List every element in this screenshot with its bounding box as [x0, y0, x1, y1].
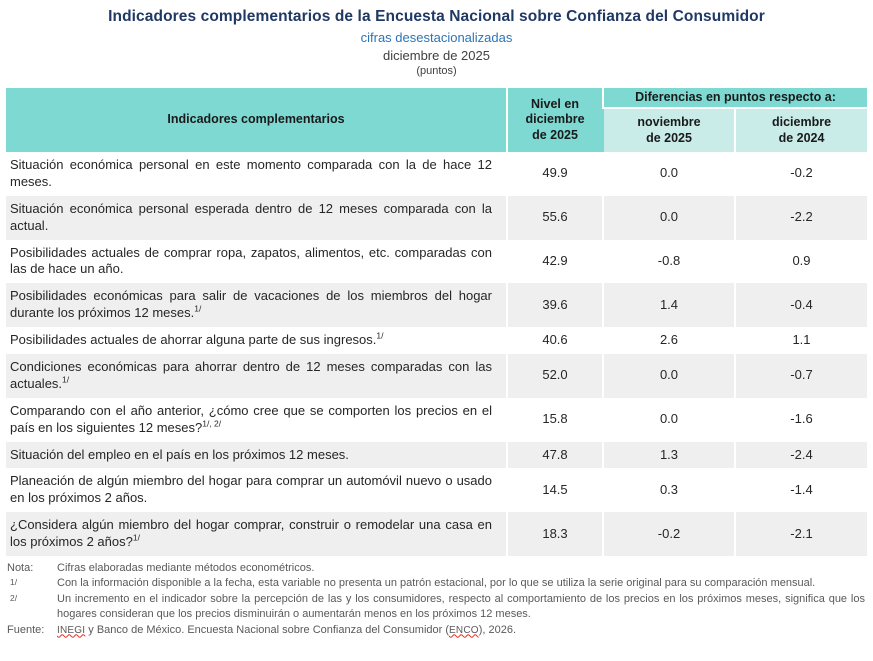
footnote-marker: 1/: [132, 532, 140, 543]
diff-december-cell: 0.9: [734, 239, 867, 284]
level-cell: 52.0: [506, 354, 603, 398]
indicator-cell: Posibilidades actuales de comprar ropa, …: [10, 244, 492, 277]
note-row: Fuente: INEGI y Banco de México. Encuesta…: [6, 623, 867, 638]
table-row: Posibilidades económicas para salir de v…: [6, 283, 867, 328]
diff-december-cell: -2.4: [734, 441, 867, 469]
diff-december-cell: -2.1: [734, 512, 867, 557]
page-subtitle: cifras desestacionalizadas: [360, 30, 513, 45]
indicator-cell: ¿Considera algún miembro del hogar compr…: [10, 517, 492, 550]
indicator-cell: Posibilidades actuales de ahorrar alguna…: [10, 330, 384, 348]
note-row: 2/Un incremento en el indicador sobre la…: [6, 592, 867, 623]
note-row: Nota: Cifras elaboradas mediante métodos …: [6, 561, 867, 576]
diff-november-cell: 2.6: [602, 327, 735, 355]
footnote-marker: 1/: [194, 303, 202, 314]
column-header-december: diciembre de 2024: [734, 107, 867, 152]
diff-november-cell: 1.3: [602, 441, 735, 469]
level-cell: 42.9: [506, 239, 603, 284]
table-row: Situación económica personal esperada de…: [6, 195, 867, 240]
note-text: Cifras elaboradas mediante métodos econo…: [57, 561, 867, 576]
diff-november-cell: 1.4: [602, 283, 735, 328]
table-header: Indicadores complementarios Nivel en dic…: [6, 88, 867, 152]
misspelled-acronym: ENCO: [449, 624, 479, 636]
indicator-cell: Planeación de algún miembro del hogar pa…: [10, 473, 492, 506]
note-text-segment: Con la información disponible a la fecha…: [57, 577, 816, 590]
diff-december-cell: -1.6: [734, 397, 867, 442]
level-cell: 55.6: [506, 195, 603, 240]
diff-december-cell: 1.1: [734, 327, 867, 355]
table-row: ¿Considera algún miembro del hogar compr…: [6, 512, 867, 557]
footnote-marker: 1/: [62, 374, 70, 385]
note-label: Fuente:: [7, 623, 45, 636]
diff-november-cell: -0.2: [602, 512, 735, 557]
diff-november-cell: 0.0: [602, 195, 735, 240]
level-cell: 14.5: [506, 468, 603, 513]
diff-november-cell: -0.8: [602, 239, 735, 284]
table-row: Posibilidades actuales de comprar ropa, …: [6, 239, 867, 284]
indicator-cell: Comparando con el año anterior, ¿cómo cr…: [10, 402, 492, 435]
note-text: INEGI y Banco de México. Encuesta Nacion…: [57, 623, 867, 638]
table-body: Situación económica personal en este mom…: [6, 152, 867, 557]
units-label: (puntos): [416, 65, 457, 77]
period-label: diciembre de 2025: [383, 48, 490, 63]
diff-november-cell: 0.3: [602, 468, 735, 513]
indicator-cell: Situación del empleo en el país en los p…: [10, 446, 349, 462]
note-label: 2/: [10, 592, 18, 603]
table-row: Situación económica personal en este mom…: [6, 152, 867, 196]
note-text-segment: Cifras elaboradas mediante métodos econo…: [57, 562, 315, 575]
diff-december-cell: -2.2: [734, 195, 867, 240]
diff-december-cell: -0.2: [734, 152, 867, 196]
level-cell: 40.6: [506, 327, 603, 355]
note-text-segment: Un incremento en el indicador sobre la p…: [57, 592, 865, 621]
note-label: 1/: [10, 577, 18, 588]
column-header-level: Nivel en diciembre de 2025: [506, 88, 603, 152]
diff-december-cell: -1.4: [734, 468, 867, 513]
table-row: Comparando con el año anterior, ¿cómo cr…: [6, 397, 867, 442]
indicator-cell: Situación económica personal esperada de…: [10, 200, 492, 233]
column-header-november: noviembre de 2025: [602, 107, 735, 152]
diff-november-cell: 0.0: [602, 397, 735, 442]
note-text-segment: ), 2026.: [478, 623, 517, 636]
note-text: Con la información disponible a la fecha…: [57, 576, 867, 591]
indicator-cell: Posibilidades económicas para salir de v…: [10, 288, 492, 321]
table-row: Condiciones económicas para ahorrar dent…: [6, 354, 867, 398]
level-cell: 18.3: [506, 512, 603, 557]
table-row: Planeación de algún miembro del hogar pa…: [6, 468, 867, 513]
table-row: Situación del empleo en el país en los p…: [6, 441, 867, 469]
footnote-marker: 1/, 2/: [202, 418, 222, 429]
page-title: Indicadores complementarios de la Encues…: [108, 8, 765, 25]
diff-november-cell: 0.0: [602, 152, 735, 196]
level-cell: 47.8: [506, 441, 603, 469]
diff-december-cell: -0.4: [734, 283, 867, 328]
table-row: Posibilidades actuales de ahorrar alguna…: [6, 327, 867, 355]
diff-november-cell: 0.0: [602, 354, 735, 398]
column-header-indicators: Indicadores complementarios: [6, 88, 507, 152]
indicator-cell: Situación económica personal en este mom…: [10, 157, 492, 189]
level-cell: 39.6: [506, 283, 603, 328]
note-text-segment: y Banco de México. Encuesta Nacional sob…: [85, 623, 450, 636]
note-row: 1/Con la información disponible a la fec…: [6, 576, 867, 591]
column-header-differences-group: Diferencias en puntos respecto a:: [602, 88, 867, 108]
indicators-table: Indicadores complementarios Nivel en dic…: [6, 88, 867, 557]
diff-december-cell: -0.7: [734, 354, 867, 398]
indicator-cell: Condiciones económicas para ahorrar dent…: [10, 359, 492, 391]
notes-section: Nota: Cifras elaboradas mediante métodos …: [6, 561, 867, 638]
misspelled-acronym: INEGI: [57, 624, 86, 636]
note-text: Un incremento en el indicador sobre la p…: [57, 592, 867, 623]
page: Indicadores complementarios de la Encues…: [0, 8, 873, 661]
level-cell: 15.8: [506, 397, 603, 442]
note-label: Nota:: [7, 562, 34, 575]
level-cell: 49.9: [506, 152, 603, 196]
footnote-marker: 1/: [376, 330, 384, 341]
